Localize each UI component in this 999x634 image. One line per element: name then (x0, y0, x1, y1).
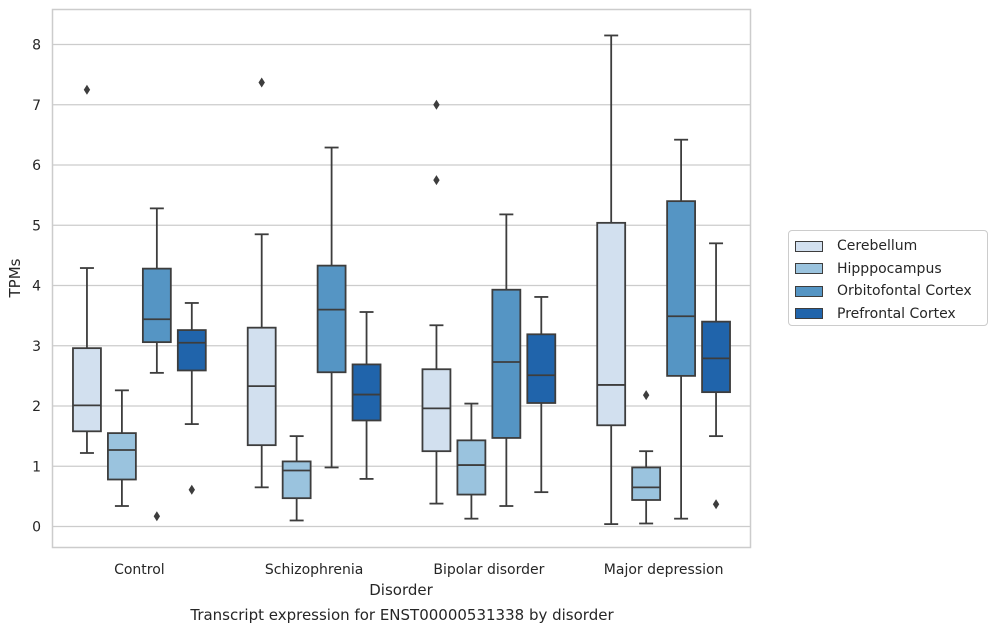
box-0-3 (176, 302, 207, 495)
box-body (316, 264, 347, 374)
box-3-1 (631, 390, 662, 525)
outlier-0 (712, 499, 720, 510)
box-body (701, 320, 731, 394)
box-body (176, 329, 207, 372)
legend-item-2: Orbitofontal Cortex (795, 280, 987, 303)
x-tick-label-0: Control (114, 562, 165, 578)
legend-label: Prefrontal Cortex (837, 305, 956, 322)
y-tick-label-3: 3 (32, 339, 41, 355)
box-2-3 (526, 296, 557, 494)
legend-label: Orbitofontal Cortex (837, 283, 972, 300)
box-body (596, 221, 627, 427)
y-tick-labels: 0 1 2 3 4 5 6 7 8 (32, 38, 41, 536)
box-2-2 (491, 213, 522, 507)
box-body (281, 460, 312, 500)
y-tick-label-6: 6 (32, 158, 41, 174)
box-body (456, 439, 487, 496)
outlier-0 (188, 484, 195, 495)
outlier-0 (433, 99, 440, 110)
box-1-1 (281, 435, 312, 522)
box-1-3 (351, 311, 382, 480)
x-tick-label-2: Bipolar disorder (433, 562, 544, 578)
legend-label: Hipppocampus (837, 260, 942, 277)
box-1-2 (316, 146, 347, 469)
y-tick-label-4: 4 (32, 279, 41, 295)
box-3-3 (701, 242, 731, 510)
x-tick-label-3: Major depression (604, 562, 724, 578)
outlier-0 (642, 390, 650, 401)
y-tick-label-5: 5 (32, 218, 41, 234)
legend-swatch (795, 263, 823, 275)
legend-item-1: Hipppocampus (795, 258, 987, 281)
box-3-2 (666, 138, 696, 520)
box-2-0 (421, 99, 452, 505)
box-0-2 (141, 207, 172, 522)
box-body (141, 267, 172, 344)
y-axis-label: TPMs (6, 258, 24, 298)
legend-label: Cerebellum (837, 238, 918, 255)
box-body (72, 347, 102, 433)
plot-frame (51, 8, 752, 549)
box-body (491, 288, 522, 439)
y-tick-label-7: 7 (32, 98, 41, 114)
box-2-1 (456, 402, 487, 520)
y-tick-label-8: 8 (32, 38, 41, 54)
outlier-1 (433, 175, 440, 186)
legend-item-0: Cerebellum (795, 235, 987, 258)
box-plot-marks (72, 34, 731, 525)
box-body (631, 466, 662, 501)
y-tick-label-1: 1 (32, 459, 41, 475)
x-axis-label: Disorder (369, 581, 433, 599)
box-0-0 (72, 84, 102, 454)
legend-item-3: Prefrontal Cortex (795, 303, 987, 326)
legend-swatch (795, 240, 823, 252)
box-body (351, 363, 382, 422)
legend-swatch (795, 308, 823, 320)
box-3-0 (596, 34, 627, 525)
y-gridlines (52, 43, 751, 528)
box-body (421, 368, 452, 453)
box-body (107, 432, 137, 481)
legend: Cerebellum Hipppocampus Orbitofontal Corte… (788, 230, 988, 326)
outlier-0 (258, 77, 265, 88)
legend-swatch (795, 285, 823, 297)
x-tick-label-1: Schizophrenia (265, 562, 363, 578)
box-1-0 (246, 77, 277, 489)
outlier-0 (153, 511, 161, 522)
y-tick-label-2: 2 (32, 399, 41, 415)
box-0-1 (107, 389, 137, 507)
figure-caption: Transcript expression for ENST0000053133… (190, 606, 614, 624)
x-tick-labels: Control Schizophrenia Bipolar disorder Majo… (114, 562, 723, 578)
box-body (666, 200, 696, 377)
outlier-0 (83, 84, 91, 95)
y-tick-label-0: 0 (32, 520, 41, 536)
box-body (526, 333, 557, 404)
